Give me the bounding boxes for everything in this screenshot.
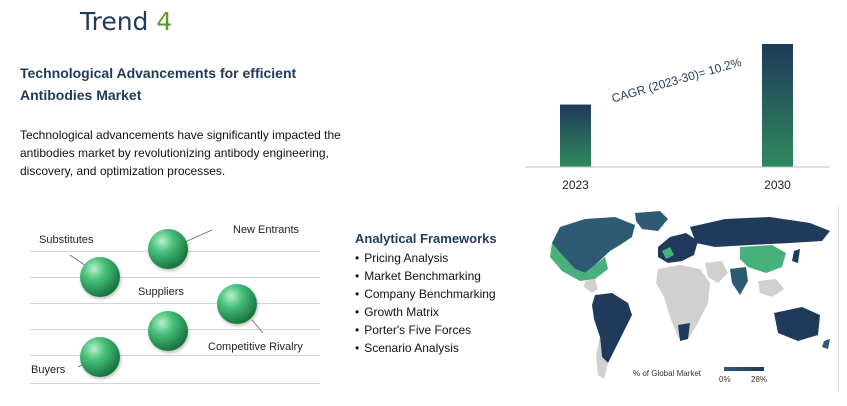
frameworks-title: Analytical Frameworks (355, 231, 497, 246)
region-germany (662, 247, 674, 259)
divider-line (30, 355, 320, 356)
bar-chart-svg: 2023 2030 (525, 44, 830, 192)
suppliers-label: Suppliers (138, 286, 184, 298)
world-map-svg (550, 211, 830, 379)
framework-item: Market Benchmarking (355, 267, 497, 285)
region-india (730, 267, 748, 295)
suppliers-sphere (148, 311, 188, 351)
framework-item: Growth Matrix (355, 303, 497, 321)
region-china (740, 245, 786, 273)
region-southeast-asia (758, 279, 784, 297)
region-central-america (584, 279, 598, 293)
region-south-america-south (596, 337, 608, 379)
new-entrants-sphere (148, 229, 188, 269)
trend-word: Trend (80, 7, 149, 36)
x-tick-label: 2023 (562, 178, 589, 192)
substitutes-label: Substitutes (39, 234, 94, 246)
framework-item: Pricing Analysis (355, 249, 497, 267)
bar-2030 (762, 44, 793, 167)
map-legend-title: % of Global Market (633, 369, 702, 378)
region-usa (550, 243, 608, 281)
map-legend-max: 28% (751, 375, 768, 384)
competitive-rivalry-label: Competitive Rivalry (208, 341, 303, 353)
region-new-zealand (822, 339, 830, 349)
frameworks-list: Pricing Analysis Market Benchmarking Com… (355, 249, 497, 357)
bar-2023 (560, 104, 591, 167)
divider-line (30, 303, 320, 304)
buyers-label: Buyers (31, 364, 66, 376)
map-border (838, 207, 839, 392)
world-market-map (540, 207, 840, 392)
divider-line (30, 383, 320, 384)
new-entrants-label: New Entrants (233, 224, 300, 236)
region-brazil (592, 293, 632, 363)
framework-item: Scenario Analysis (355, 339, 497, 357)
region-europe (658, 233, 698, 263)
framework-item: Porter's Five Forces (355, 321, 497, 339)
market-growth-chart: 2023 2030 (525, 30, 830, 200)
region-middle-east (705, 261, 728, 283)
region-south-africa (678, 323, 690, 341)
map-legend-bar (724, 367, 764, 371)
substitutes-sphere (80, 257, 120, 297)
trend-title: Trend 4 (80, 7, 172, 36)
divider-line (30, 277, 320, 278)
framework-item: Company Benchmarking (355, 285, 497, 303)
porter-forces-diagram: Substitutes New Entrants Suppliers Compe… (20, 215, 320, 390)
trend-number: 4 (156, 7, 173, 36)
region-greenland (635, 211, 668, 231)
buyers-sphere (80, 337, 120, 377)
region-north-america-north (552, 217, 635, 273)
region-russia (690, 217, 830, 247)
x-tick-label: 2030 (764, 178, 791, 192)
region-japan (792, 249, 800, 263)
section-heading: Technological Advancements for efficient… (20, 65, 297, 103)
section-body: Technological advancements have signific… (20, 128, 341, 178)
map-legend-min: 0% (719, 375, 731, 384)
competitive-rivalry-sphere (217, 284, 257, 324)
region-africa (656, 265, 710, 339)
analytical-frameworks: Analytical Frameworks Pricing Analysis M… (355, 231, 497, 357)
region-australia (774, 307, 820, 341)
